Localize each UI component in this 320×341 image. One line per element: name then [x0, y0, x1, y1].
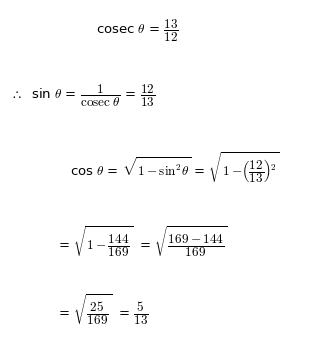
Text: cos $\theta$ = $\sqrt{1 - \sin^2\!\theta}$ = $\sqrt{1 - \!\left(\dfrac{12}{13}\r: cos $\theta$ = $\sqrt{1 - \sin^2\!\theta… — [70, 150, 280, 184]
Text: $\therefore$  sin $\theta$ = $\dfrac{1}{\mathrm{cosec}\;\theta}$ = $\dfrac{12}{1: $\therefore$ sin $\theta$ = $\dfrac{1}{\… — [10, 83, 155, 108]
Text: = $\sqrt{1 - \dfrac{144}{169}}$  = $\sqrt{\dfrac{169 - 144}{169}}$: = $\sqrt{1 - \dfrac{144}{169}}$ = $\sqrt… — [58, 225, 227, 260]
Text: cosec $\theta$ = $\dfrac{13}{12}$: cosec $\theta$ = $\dfrac{13}{12}$ — [96, 18, 179, 44]
Text: = $\sqrt{\dfrac{25}{169}}$  = $\dfrac{5}{13}$: = $\sqrt{\dfrac{25}{169}}$ = $\dfrac{5}{… — [58, 293, 148, 328]
